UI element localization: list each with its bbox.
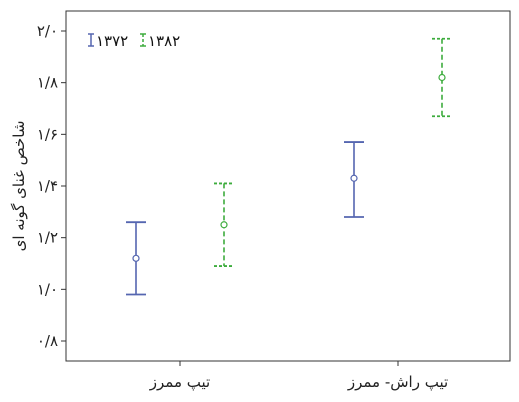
y-tick-label-0: ۰/۸ [37,332,58,350]
mean-marker-0-0 [132,254,140,262]
legend-label-0: ۱۳۷۲ [96,32,128,50]
plot-frame [65,10,511,362]
x-category-label-0: تیپ ممرز [149,373,210,392]
legend-entry-1: ۱۳۸۲ [140,32,180,50]
y-tick-label-1: ۱/۰ [37,280,58,298]
x-axis: تیپ ممرز تیپ راش- ممرز [149,361,448,392]
series-1 [214,37,452,267]
series-0 [126,141,364,296]
y-tick-label-3: ۱/۴ [37,177,58,195]
mean-marker-1-0 [220,221,228,229]
legend-label-1: ۱۳۸۲ [148,32,180,50]
y-tick-label-6: ۲/۰ [37,22,58,40]
mean-marker-1-1 [438,73,446,82]
series-layer [126,37,452,296]
y-tick-label-4: ۱/۶ [37,125,58,143]
y-axis: ۰/۸ ۱/۰ ۱/۲ ۱/۴ ۱/۶ ۱/۸ ۲/۰ [37,22,66,350]
y-tick-label-5: ۱/۸ [37,74,58,92]
legend-entry-0: ۱۳۷۲ [88,32,128,50]
y-tick-label-2: ۱/۲ [37,229,58,247]
x-category-label-1: تیپ راش- ممرز [347,373,448,392]
mean-marker-0-1 [350,174,358,182]
y-axis-label: شاخص غنای گونه ای [10,121,28,252]
legend: ۱۳۷۲ ۱۳۸۲ [88,32,180,50]
